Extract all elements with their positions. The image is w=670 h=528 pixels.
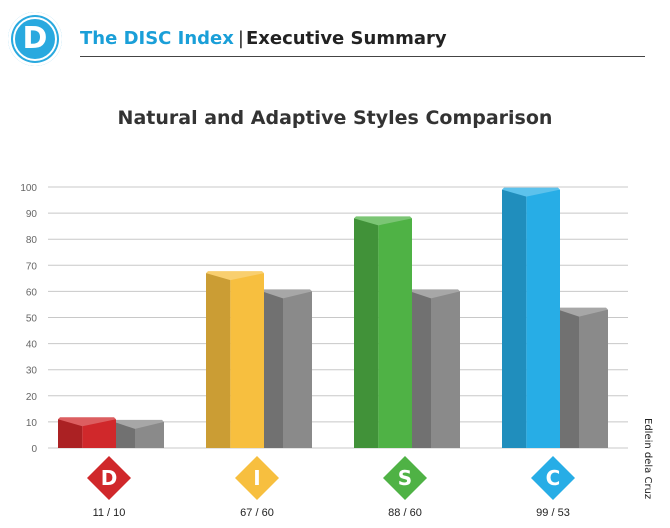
diamond-letter-s: S [398,466,412,490]
y-tick-label: 80 [26,235,38,246]
logo-ring [13,17,57,61]
adaptive-bar-d-side [114,421,135,448]
diamond-c-icon [531,456,575,500]
score-label-c: 99 / 53 [536,507,570,519]
y-tick-label: 30 [26,366,38,377]
y-tick-label: 10 [26,418,38,429]
score-label-s: 88 / 60 [388,507,422,519]
brand-title: The DISC Index [80,28,234,49]
adaptive-bar-c-front [579,309,608,448]
adaptive-bar-s-front [431,291,460,448]
disc-logo-icon: D [8,12,62,66]
diamond-letter-d: D [101,466,118,490]
natural-bar-c-top [502,187,560,197]
adaptive-bar-i-front [283,291,312,448]
y-tick-label: 40 [26,340,38,351]
y-tick-label: 0 [31,444,37,455]
diamond-s-icon [383,456,427,500]
y-tick-label: 90 [26,209,38,220]
y-tick-label: 70 [26,261,38,272]
adaptive-bar-c-top [558,307,608,317]
natural-bar-c-side [502,189,527,449]
adaptive-bar-i-top [262,289,312,299]
y-tick-label: 100 [20,183,37,194]
adaptive-bar-s-side [410,291,431,448]
section-title: Executive Summary [245,28,447,49]
diamond-i-icon [235,456,279,500]
logo-letter: D [22,21,48,56]
score-label-d: 11 / 10 [93,507,126,519]
chart-title: Natural and Adaptive Styles Comparison [117,107,553,129]
y-tick-label: 50 [26,314,38,325]
score-label-i: 67 / 60 [240,507,274,519]
natural-bar-d-top [58,417,116,427]
adaptive-bar-d-top [114,419,164,429]
natural-bar-i-side [206,273,231,448]
natural-bar-s-top [354,216,412,226]
diamond-d-icon [87,456,131,500]
header-separator: | [237,28,244,49]
natural-bar-s-side [354,218,379,448]
y-tick-label: 60 [26,287,38,298]
y-tick-label: 20 [26,392,38,403]
credit-text: Edlein dela Cruz [642,418,653,500]
header-divider [80,56,645,57]
natural-bar-c-front [526,189,560,449]
natural-bar-i-front [230,273,264,448]
natural-bar-i-top [206,271,264,281]
adaptive-bar-s-top [410,289,460,299]
adaptive-bar-i-side [262,291,283,448]
diamond-letter-i: I [253,466,260,490]
page-header: The DISC Index | Executive Summary [80,28,447,49]
diamond-letter-c: C [546,466,561,490]
natural-bar-s-front [378,218,412,448]
adaptive-bar-c-side [558,309,579,448]
